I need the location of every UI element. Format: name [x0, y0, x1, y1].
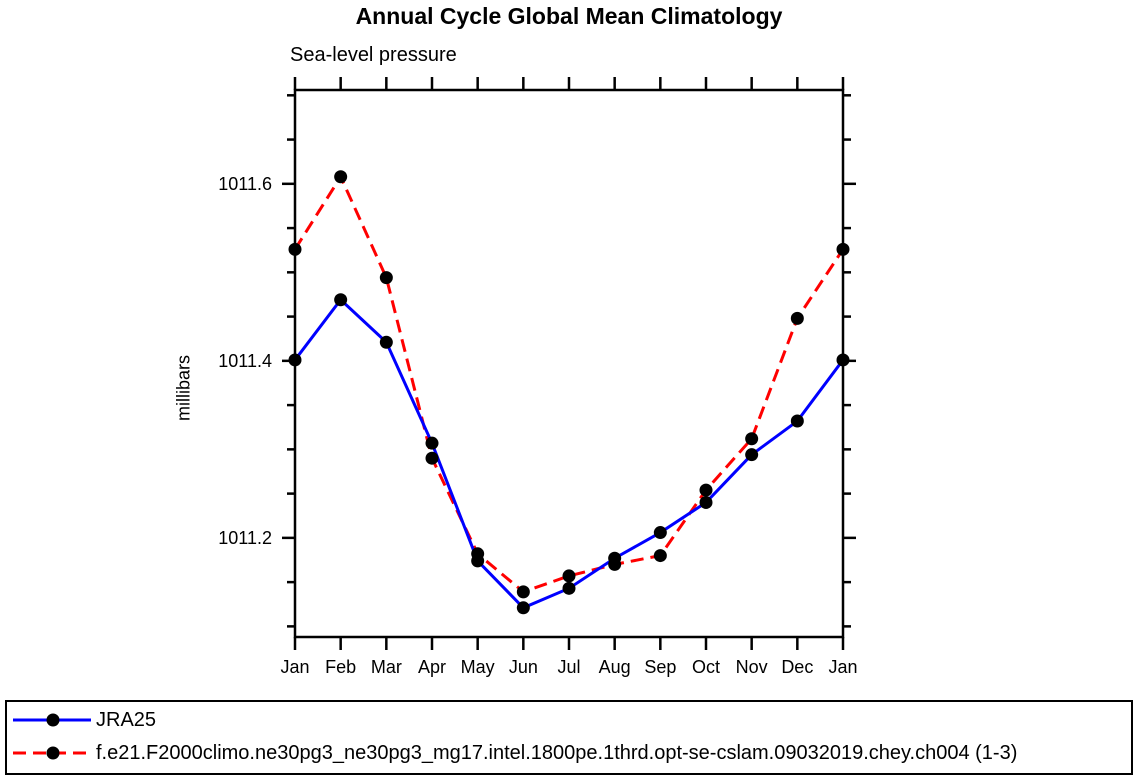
data-point-marker-s0 — [790, 414, 804, 428]
data-point-marker-s0 — [836, 353, 850, 367]
legend-label-1: f.e21.F2000climo.ne30pg3_ne30pg3_mg17.in… — [96, 741, 1018, 764]
data-point-marker-s1 — [425, 451, 439, 465]
series-line-0 — [293, 297, 845, 610]
data-point-marker-s0 — [745, 448, 759, 462]
x-tick-label: Jan — [828, 657, 858, 677]
legend-entry-model: f.e21.F2000climo.ne30pg3_ne30pg3_mg17.in… — [11, 741, 1017, 765]
data-point-marker-s1 — [516, 585, 530, 599]
data-point-marker-s0 — [653, 526, 667, 540]
plot-frame — [293, 88, 845, 639]
x-tick-label: Sep — [644, 657, 677, 677]
x-tick-label: Jan — [280, 657, 310, 677]
data-point-marker-s0 — [699, 495, 713, 509]
legend-marker-dot — [46, 746, 60, 760]
data-point-marker-s1 — [334, 170, 348, 184]
legend-marker-dot — [46, 713, 60, 727]
chart-title: Annual Cycle Global Mean Climatology — [355, 3, 783, 29]
chart-subtitle: Sea-level pressure — [290, 44, 457, 66]
data-point-marker-s0 — [516, 601, 530, 615]
data-point-marker-s0 — [334, 293, 348, 307]
data-point-marker-s1 — [288, 242, 302, 256]
data-point-marker-s1 — [379, 271, 393, 285]
legend: JRA25 f.e21.F2000climo.ne30pg3_ne30pg3_m… — [5, 700, 1133, 775]
y-tick-label: 1011.2 — [218, 527, 272, 548]
data-point-marker-s1 — [836, 242, 850, 256]
data-point-marker-s0 — [425, 436, 439, 450]
data-point-marker-s1 — [562, 569, 576, 583]
data-point-marker-s1 — [608, 557, 622, 571]
data-point-marker-s1 — [745, 432, 759, 446]
data-point-marker-s1 — [699, 483, 713, 497]
y-tick-label: 1011.4 — [218, 350, 272, 371]
y-tick-label: 1011.6 — [218, 173, 272, 194]
x-tick-label: Mar — [370, 657, 402, 677]
x-tick-label: May — [460, 657, 495, 677]
x-tick-label: Apr — [417, 657, 446, 677]
x-tick-label: Feb — [325, 657, 357, 677]
legend-label-0: JRA25 — [96, 708, 157, 731]
data-point-marker-s1 — [471, 547, 485, 561]
series-line-1 — [293, 173, 845, 594]
data-point-marker-s0 — [288, 353, 302, 367]
x-tick-label: Dec — [781, 657, 814, 677]
legend-entry-jra25: JRA25 — [11, 708, 156, 732]
legend-line-sample-1 — [13, 746, 91, 760]
data-point-marker-s1 — [790, 311, 804, 325]
data-point-marker-s1 — [653, 549, 667, 563]
data-point-marker-s0 — [379, 335, 393, 349]
x-tick-label: Jun — [508, 657, 538, 677]
x-tick-label: Aug — [598, 657, 631, 677]
data-point-marker-s0 — [562, 581, 576, 595]
x-tick-label: Jul — [557, 657, 581, 677]
legend-line-sample-0 — [13, 713, 91, 727]
x-tick-label: Oct — [691, 657, 720, 677]
x-tick-label: Nov — [735, 657, 768, 677]
